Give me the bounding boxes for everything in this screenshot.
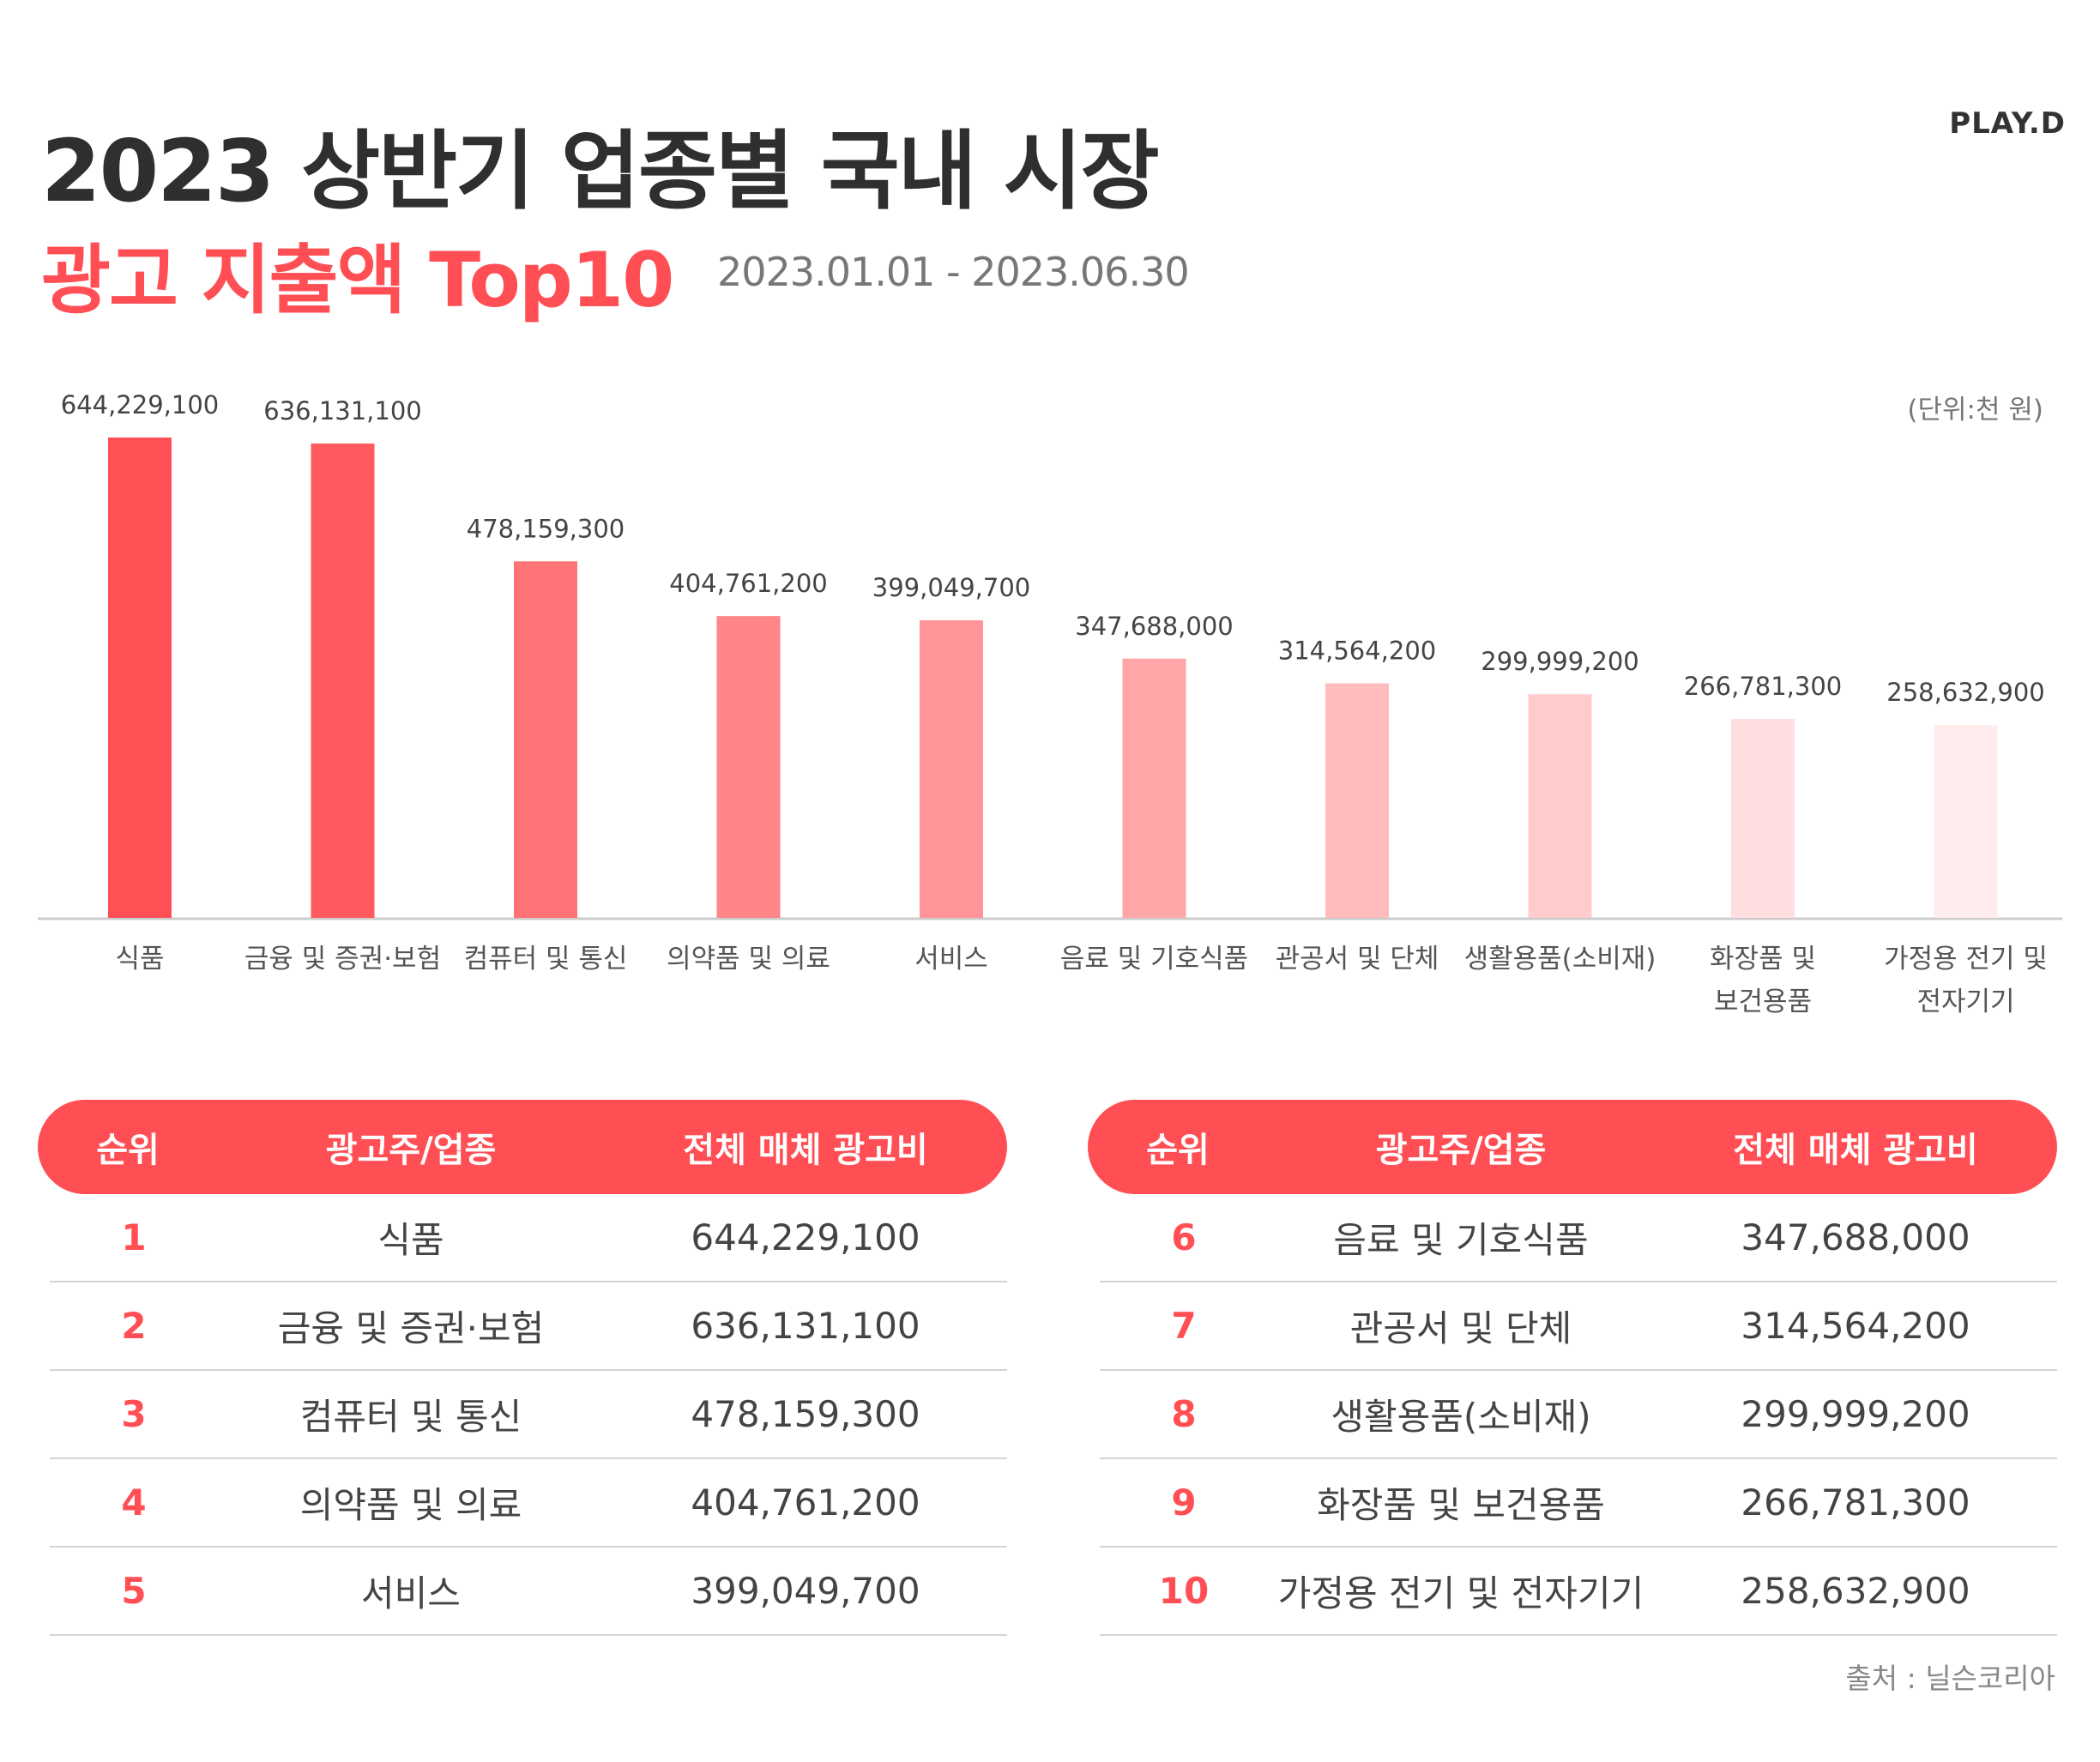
rank-cell: 2 xyxy=(121,1305,147,1347)
table-row: 8 생활용품(소비재) 299,999,200 xyxy=(1100,1371,2057,1459)
bar xyxy=(1528,694,1592,918)
data-label: 478,159,300 xyxy=(467,514,625,543)
amount-cell: 347,688,000 xyxy=(1741,1216,1970,1258)
data-label: 258,632,900 xyxy=(1886,678,2045,707)
category-label: 식품 xyxy=(115,944,164,975)
bar xyxy=(1934,725,1998,918)
amount-cell: 399,049,700 xyxy=(691,1570,920,1612)
table-row: 7 관공서 및 단체 314,564,200 xyxy=(1100,1282,2057,1371)
name-cell: 금융 및 증권·보험 xyxy=(277,1307,545,1349)
table-row: 1 식품 644,229,100 xyxy=(50,1194,1007,1282)
header-rank: 순위 xyxy=(96,1131,160,1170)
bar xyxy=(716,616,781,918)
rank-cell: 1 xyxy=(121,1216,147,1258)
rank-cell: 6 xyxy=(1171,1216,1197,1258)
table-row: 10 가정용 전기 및 전자기기 258,632,900 xyxy=(1100,1548,2057,1636)
table-row: 4 의약품 및 의료 404,761,200 xyxy=(50,1459,1007,1548)
bar xyxy=(514,561,577,918)
category-label: 서비스 xyxy=(914,944,988,975)
category-label: 관공서 및 단체 xyxy=(1276,944,1439,975)
table-row: 6 음료 및 기호식품 347,688,000 xyxy=(1100,1194,2057,1282)
date-range: 2023.01.01 - 2023.06.30 xyxy=(717,249,1190,295)
rank-cell: 4 xyxy=(121,1481,147,1524)
header-name: 광고주/업종 xyxy=(325,1131,497,1170)
bar xyxy=(920,620,983,918)
amount-cell: 478,159,300 xyxy=(691,1393,920,1435)
category-label: 음료 및 기호식품 xyxy=(1060,944,1248,975)
header-amount: 전체 매체 광고비 xyxy=(1733,1131,1978,1170)
category-label: 화장품 및 xyxy=(1710,944,1816,975)
amount-cell: 299,999,200 xyxy=(1741,1393,1970,1435)
category-label: 컴퓨터 및 통신 xyxy=(464,944,628,975)
name-cell: 화장품 및 보건용품 xyxy=(1317,1484,1605,1526)
category-label: 금융 및 증권·보험 xyxy=(244,944,441,975)
header-rank: 순위 xyxy=(1146,1131,1210,1170)
bar xyxy=(1325,683,1389,918)
amount-cell: 636,131,100 xyxy=(691,1305,920,1347)
table-row: 3 컴퓨터 및 통신 478,159,300 xyxy=(50,1371,1007,1459)
data-label: 347,688,000 xyxy=(1075,612,1234,641)
unit-label: (단위:천 원) xyxy=(1907,395,2043,425)
table-row: 9 화장품 및 보건용품 266,781,300 xyxy=(1100,1459,2057,1548)
header-name: 광고주/업종 xyxy=(1375,1131,1547,1170)
category-label: 보건용품 xyxy=(1714,987,1812,1017)
data-label: 266,781,300 xyxy=(1684,672,1843,701)
page-title: 2023 상반기 업종별 국내 시장 xyxy=(41,121,1160,221)
rank-cell: 10 xyxy=(1158,1570,1210,1612)
rank-cell: 5 xyxy=(121,1570,147,1612)
table-row: 5 서비스 399,049,700 xyxy=(50,1548,1007,1636)
data-label: 636,131,100 xyxy=(263,396,422,425)
rank-cell: 8 xyxy=(1171,1393,1197,1435)
name-cell: 식품 xyxy=(377,1219,444,1261)
bar xyxy=(1731,719,1795,918)
data-label: 399,049,700 xyxy=(872,573,1031,602)
name-cell: 의약품 및 의료 xyxy=(299,1484,522,1526)
amount-cell: 258,632,900 xyxy=(1741,1570,1970,1612)
name-cell: 생활용품(소비재) xyxy=(1331,1396,1591,1438)
category-label: 생활용품(소비재) xyxy=(1464,944,1656,975)
brand-logo: PLAY.D xyxy=(1949,106,2066,141)
page-subtitle: 광고 지출액 Top10 xyxy=(41,236,674,324)
amount-cell: 314,564,200 xyxy=(1741,1305,1970,1347)
data-label: 404,761,200 xyxy=(669,569,828,598)
header-amount: 전체 매체 광고비 xyxy=(683,1131,928,1170)
bar xyxy=(1122,658,1186,918)
category-label: 의약품 및 의료 xyxy=(667,944,830,975)
bar xyxy=(108,437,172,918)
name-cell: 컴퓨터 및 통신 xyxy=(299,1396,522,1438)
amount-cell: 404,761,200 xyxy=(691,1481,920,1524)
rank-cell: 3 xyxy=(121,1393,147,1435)
rank-cell: 9 xyxy=(1171,1481,1197,1524)
category-label: 전자기기 xyxy=(1916,987,2014,1017)
name-cell: 음료 및 기호식품 xyxy=(1333,1219,1589,1261)
table-header: 순위 광고주/업종 전체 매체 광고비 xyxy=(1088,1100,2057,1194)
ranking-table-left: 순위 광고주/업종 전체 매체 광고비 1 식품 644,229,100 2 금… xyxy=(38,1100,1007,1636)
name-cell: 관공서 및 단체 xyxy=(1349,1307,1572,1349)
rank-cell: 7 xyxy=(1171,1305,1197,1347)
ranking-table-right: 순위 광고주/업종 전체 매체 광고비 6 음료 및 기호식품 347,688,… xyxy=(1088,1100,2057,1636)
source-note: 출처 : 닐슨코리아 xyxy=(1845,1662,2055,1695)
bar xyxy=(311,444,375,918)
table-header: 순위 광고주/업종 전체 매체 광고비 xyxy=(38,1100,1007,1194)
data-label: 299,999,200 xyxy=(1481,647,1639,676)
amount-cell: 644,229,100 xyxy=(691,1216,920,1258)
name-cell: 서비스 xyxy=(361,1572,461,1614)
category-label: 가정용 전기 및 xyxy=(1884,944,2048,975)
name-cell: 가정용 전기 및 전자기기 xyxy=(1277,1572,1644,1614)
data-label: 644,229,100 xyxy=(61,390,220,419)
table-row: 2 금융 및 증권·보험 636,131,100 xyxy=(50,1282,1007,1371)
amount-cell: 266,781,300 xyxy=(1741,1481,1970,1524)
bar-chart: 644,229,100 식품 636,131,100 금융 및 증권·보험 478,15… xyxy=(38,390,2062,1017)
data-label: 314,564,200 xyxy=(1278,637,1437,666)
